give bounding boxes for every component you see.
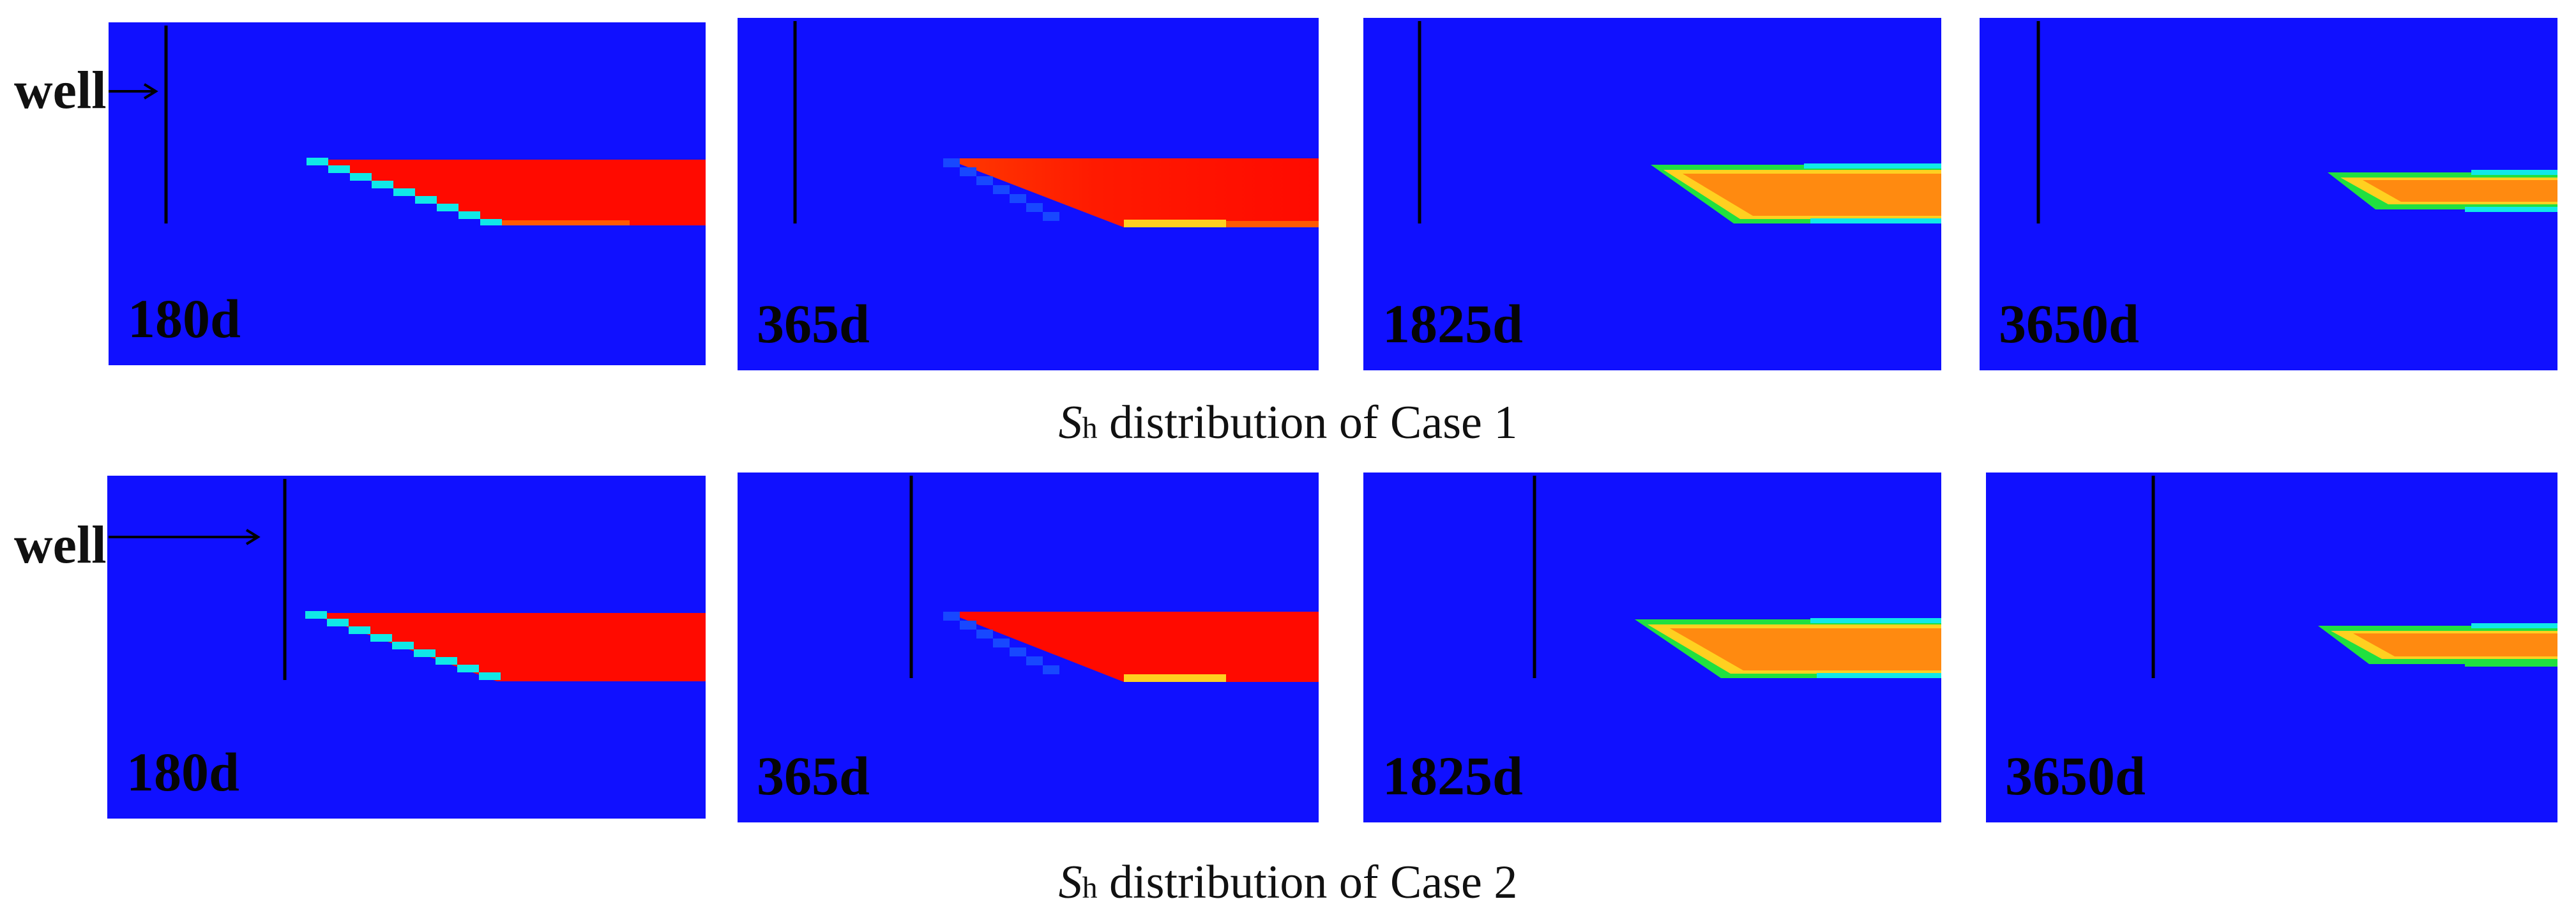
panel-time-label: 180d [126, 741, 239, 803]
hydrate-map [1533, 476, 1941, 678]
hydrate-map [164, 26, 706, 225]
panel-case1-1825d: 1825d [1363, 18, 1941, 370]
well-arrow-icon [109, 83, 158, 100]
hydrate-map [793, 21, 1319, 227]
hydrate-map [2036, 21, 2557, 223]
hydrate-map [283, 479, 706, 681]
well-arrow-icon [109, 529, 261, 545]
panel-case1-180d: 180d [109, 22, 706, 365]
panel-time-label: 365d [757, 293, 870, 354]
panel-time-label: 365d [757, 745, 870, 806]
hydrate-zone-edge [305, 611, 501, 680]
hydrate-map [2151, 476, 2557, 678]
caption-case1: Sh distribution of Case 1 [1058, 397, 1518, 449]
panel-case2-3650d: 3650d [1986, 473, 2557, 822]
hydrate-map [909, 476, 1319, 682]
hydrate-zone-edge [943, 158, 1059, 221]
panel-case2-1825d: 1825d [1363, 473, 1941, 822]
panel-time-label: 1825d [1383, 293, 1523, 354]
panel-case1-365d: 365d [738, 18, 1319, 370]
well-label: well [14, 515, 107, 575]
hydrate-zone [308, 613, 706, 681]
hydrate-map [1418, 21, 1941, 223]
well-label: well [14, 61, 107, 120]
panel-time-label: 180d [128, 288, 241, 349]
hydrate-zone [310, 160, 706, 225]
panel-case2-365d: 365d [738, 473, 1319, 822]
panel-case2-180d: 180d [107, 476, 706, 819]
panel-time-label: 1825d [1383, 745, 1523, 806]
panel-time-label: 3650d [1999, 293, 2139, 354]
hydrate-zone-edge [307, 158, 502, 225]
panel-time-label: 3650d [2005, 745, 2146, 806]
caption-case2: Sh distribution of Case 2 [1058, 856, 1518, 909]
hydrate-zone [945, 158, 1319, 227]
hydrate-zone-edge [943, 612, 1059, 674]
hydrate-zone [945, 612, 1319, 682]
panel-case1-3650d: 3650d [1980, 18, 2557, 370]
